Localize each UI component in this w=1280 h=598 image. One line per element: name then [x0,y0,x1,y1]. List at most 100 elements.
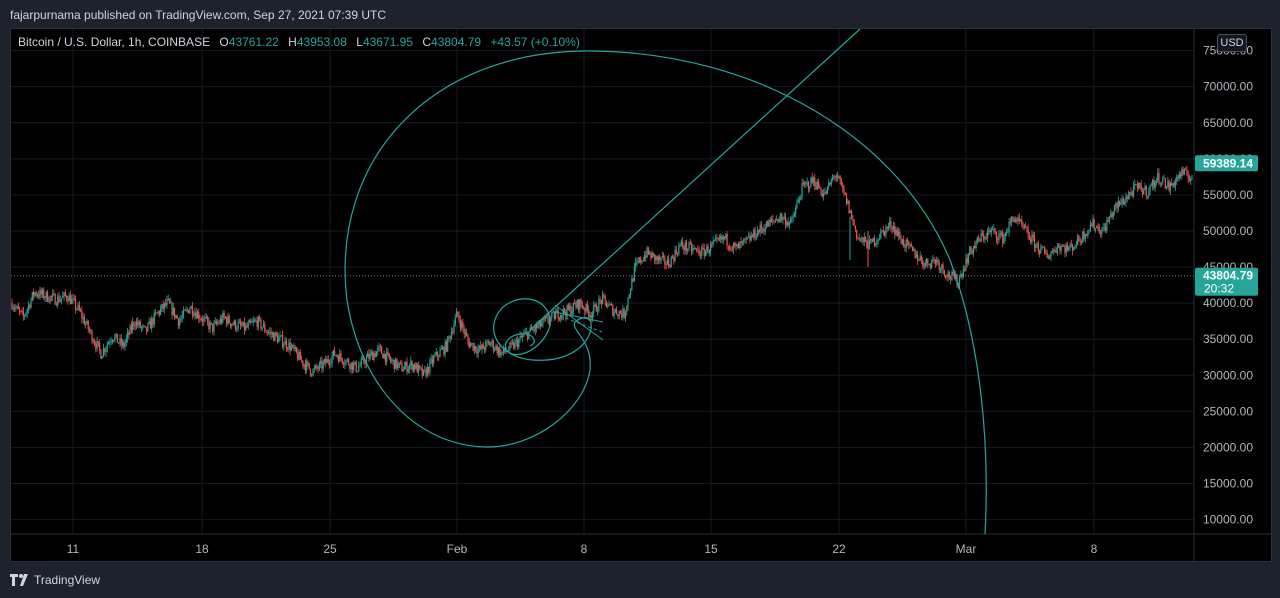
candle-body [229,323,232,327]
candle-body [870,239,872,241]
low-label: L [356,35,363,49]
candle-body [237,322,239,329]
candle-body [297,352,299,360]
candle-body [152,318,154,325]
candle-body [910,244,912,247]
candle-body [673,257,675,261]
candle-body [326,359,328,364]
candle-body [119,338,121,343]
candle-body [534,324,536,331]
candle-body [280,335,282,337]
candle-body [863,236,865,243]
candle-body [149,321,152,329]
candle-body [81,311,83,319]
candle-body [881,230,883,232]
channel-line-drawing [559,315,603,333]
candle-body [613,311,615,316]
symbol-title[interactable]: Bitcoin / U.S. Dollar, 1h, COINBASE [18,35,211,49]
candle-body [238,322,240,323]
candle-body [923,265,925,267]
candle-body [1065,245,1067,253]
candle-body [770,219,773,222]
candle-body [82,317,84,319]
candle-body [558,319,561,320]
candle-body [1155,180,1158,182]
candle-body [741,241,743,243]
candle-body [748,235,750,238]
candle-body [868,240,870,250]
candle-body [763,229,765,232]
candle-body [734,242,736,246]
candle-body [1125,196,1127,203]
candle-body [364,362,366,365]
candle-body [92,341,94,343]
candle-body [740,241,742,243]
candle-body [1085,234,1088,236]
candle-body [933,258,935,260]
candle-body [213,323,215,332]
candle-body [1052,249,1055,251]
candle-body [88,329,91,331]
candle-body [233,320,235,325]
candle-body [828,182,830,187]
candle-body [584,308,586,312]
candle-body [805,182,807,185]
candle-body [541,323,543,327]
candle-body [91,330,93,342]
candle-body [966,258,968,264]
candle-body [769,220,771,222]
candle-body [1186,169,1188,175]
candle-body [864,236,867,242]
candle-body [1178,173,1180,179]
candle-body [454,317,456,325]
candle-body [801,183,803,198]
candle-body [289,342,291,351]
candle-body [400,362,402,364]
last-price-tag [1195,267,1258,296]
candle-body [995,231,997,239]
candle-body [1037,243,1039,252]
candle-body [593,305,595,313]
candle-body [378,346,380,348]
candle-body [840,180,843,186]
candle-body [1121,198,1123,203]
candle-body [1127,195,1130,200]
candle-body [946,277,948,278]
candle-body [731,249,733,250]
candle-body [1087,230,1089,236]
candle-body [1182,169,1184,175]
chart-frame[interactable] [10,28,1272,562]
candle-body [444,341,446,355]
candle-body [494,349,496,351]
candle-body [544,317,547,320]
candle-body [505,351,507,353]
candle-body [952,271,954,275]
candle-body [1064,246,1066,253]
candle-body [450,331,453,339]
candle-body [936,259,938,264]
candle-body [497,347,500,354]
candle-body [1115,203,1117,206]
candle-body [347,359,350,365]
candle-body [126,332,129,338]
candle-body [768,220,770,227]
candle-body [1042,246,1044,248]
candle-body [622,308,624,318]
candle-body [151,318,153,329]
candle-body [701,247,703,256]
candle-body [663,255,665,257]
footer-brand[interactable]: TradingView [10,572,100,588]
candle-body [796,202,798,208]
candle-body [861,237,863,239]
candle-body [520,335,522,338]
candle-body [1173,182,1175,187]
candle-body [643,255,646,261]
candle-body [689,242,691,244]
candle-body [1073,246,1075,251]
currency-button[interactable]: USD [1217,34,1247,52]
candle-body [800,197,802,200]
candle-body [885,227,887,236]
candle-body [1050,252,1052,257]
candle-body [349,364,351,370]
